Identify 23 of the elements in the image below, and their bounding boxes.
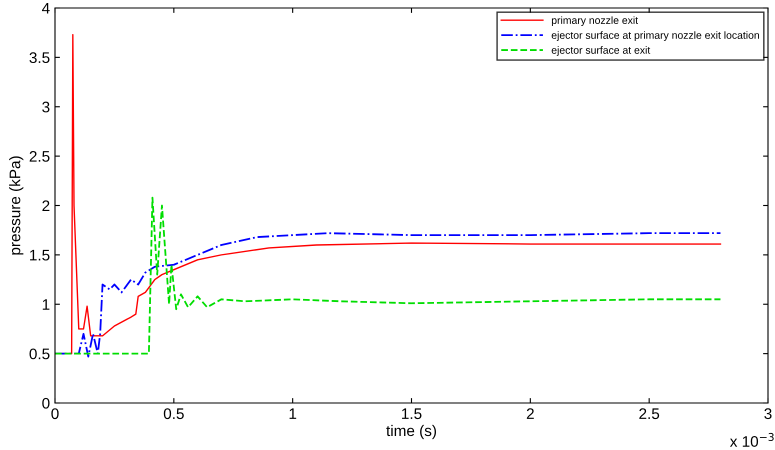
x-axis-title: time (s): [386, 424, 436, 440]
y-axis-title: pressure (kPa): [9, 156, 24, 255]
text: x 10$^{−3}$: [730, 432, 774, 447]
legend-label: ejector surface at exit: [552, 46, 650, 56]
line-series: [55, 196, 722, 355]
y-tick-label: 3.5: [29, 52, 50, 64]
y-tick-label: 2: [42, 200, 50, 212]
legend-label: ejector surface at primary nozzle exit location: [552, 31, 760, 41]
x-tick-label: 0: [51, 408, 59, 420]
y-tick-label: 0: [42, 398, 50, 409]
y-tick-label: 4: [42, 3, 50, 14]
legend-label: primary nozzle exit: [552, 16, 638, 26]
y-tick-label: 3: [42, 102, 50, 112]
x-tick-label: 1: [290, 408, 296, 419]
x-tick-label: 2.5: [639, 408, 660, 420]
x-tick-label: 2: [526, 408, 534, 419]
x-tick-label: 3: [764, 408, 772, 420]
x-tick-label: 0.5: [164, 408, 184, 420]
y-tick-label: 1: [42, 299, 50, 310]
y-tick-label: 0.5: [30, 348, 50, 360]
y-tick-label: 2.5: [30, 150, 50, 162]
y-tick-label: 1.5: [30, 250, 50, 261]
x-tick-label: 1.5: [402, 408, 422, 420]
